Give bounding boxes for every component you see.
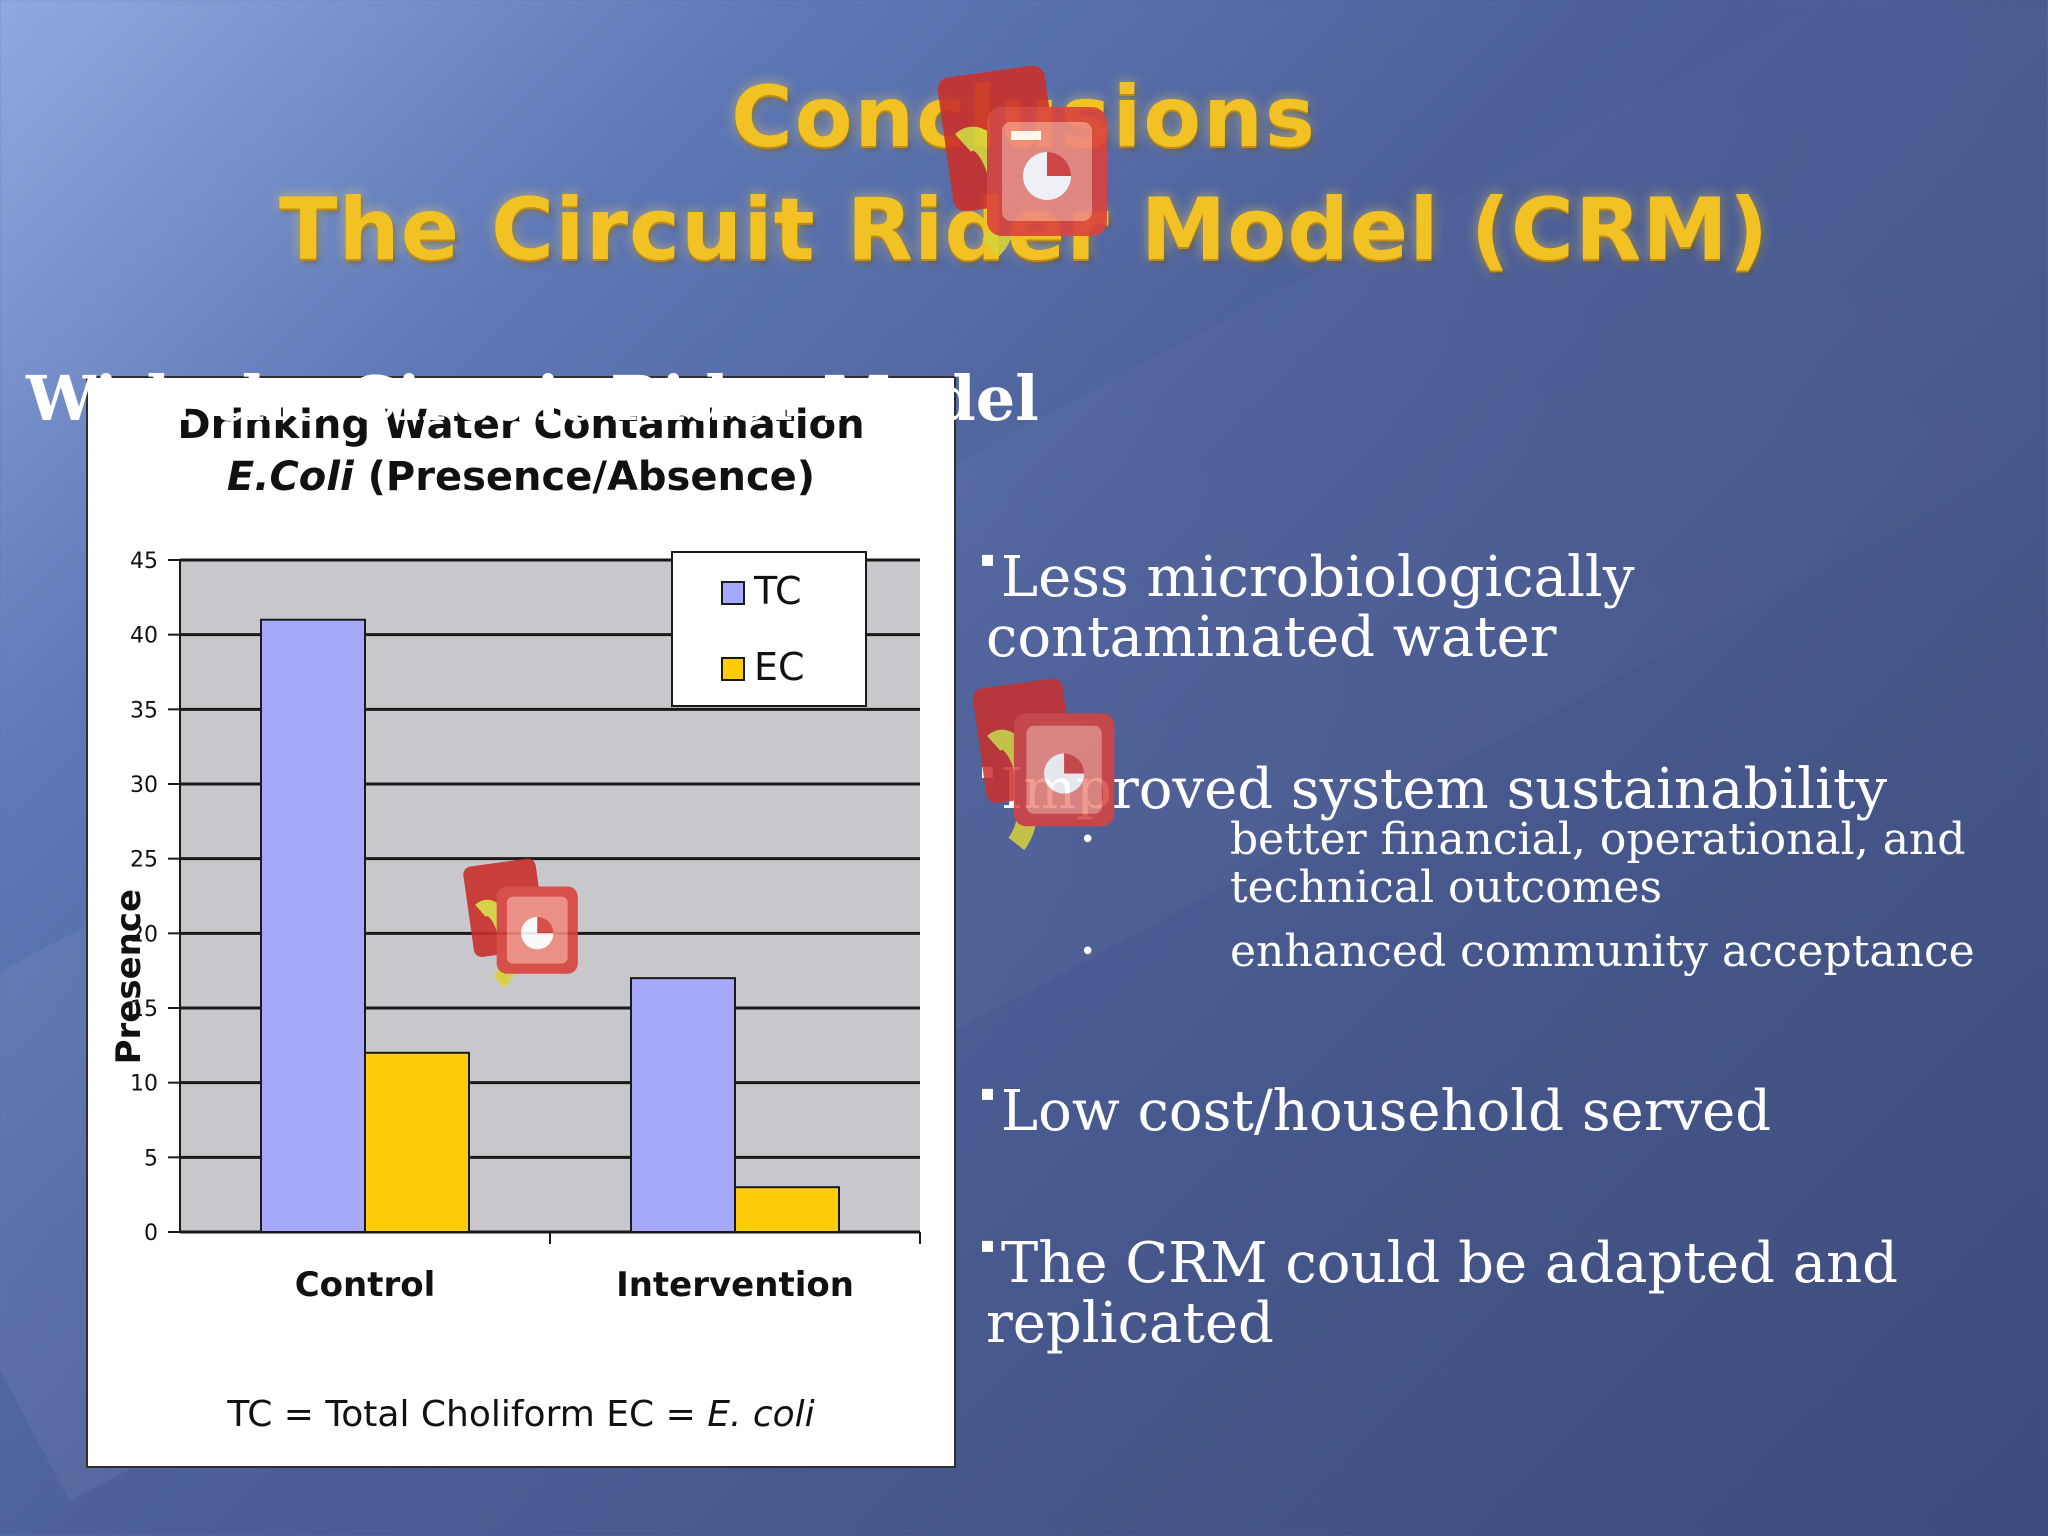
bullet-square-icon: ▪ [980,1233,995,1258]
bullet-text: replicated [986,1291,1274,1356]
bullet-item: ▪ Less microbiologically contaminated wat… [980,530,1634,668]
bullet-dot-icon: • [1080,825,1096,855]
bullet-text: Low cost/household served [1000,1079,1772,1144]
bullet-text: The CRM could be adapted and [1000,1231,1898,1296]
bullet-item: ▪ The CRM could be adapted and replicated [980,1216,1898,1354]
legend-swatch [721,657,745,681]
chart-subtitle-rest: (Presence/Absence) [353,454,816,500]
y-tick-label: 15 [130,997,158,1022]
bullet-dot-icon: • [1080,937,1096,967]
bar-tc-control [260,618,366,1233]
footnote-italic: E. coli [707,1394,815,1435]
presentation-clipart-icon [937,65,1107,258]
footnote-prefix: TC = Total Choliform EC = [227,1394,708,1435]
y-tick-label: 20 [130,922,158,947]
legend-label: TC [753,569,802,613]
chart-title: Drinking Water Contamination [177,402,865,448]
legend-label: EC [754,645,805,689]
chart-subtitle: E.Coli (Presence/Absence) [88,454,954,500]
bullet-square-icon: ▪ [980,547,995,572]
sub-bullet-text: enhanced community acceptance [1230,926,1975,977]
y-tick-label: 45 [130,549,158,574]
y-tick-label: 25 [130,848,158,873]
legend-box [671,551,867,707]
bullet-item: ▪ Low cost/household served [980,1064,1771,1142]
y-axis-label: Presence [109,889,149,1064]
bar-chart: 0 5 10 15 20 25 30 35 40 45 Control Intervention Pre… [109,549,921,1305]
bullets-heading: With the Circuit Rider Model [26,362,1039,435]
bullet-square-icon: ▪ [980,1081,995,1106]
sub-bullet-item: • enhanced community acceptance [1080,928,1990,982]
y-tick-label: 35 [130,698,158,723]
sub-bullet-text: better financial, operational, and techn… [1230,814,1966,913]
y-tick-label: 10 [130,1072,158,1097]
chart-subtitle-italic: E.Coli [226,454,354,500]
y-tick-label: 30 [130,773,158,798]
chart-footnote: TC = Total Choliform EC = E. coli [88,1394,954,1435]
bullet-item: ▪Improved system sustainability [980,742,1887,820]
presentation-clipart-icon [463,858,578,989]
bar-ec-control [364,1051,470,1233]
bullet-text: Less microbiologically [1000,545,1635,610]
y-tick-label: 5 [144,1146,158,1171]
bar-ec-intervention [734,1186,840,1234]
x-tick-label: Intervention [616,1265,854,1305]
bullet-text: Improved system sustainability [1000,757,1888,822]
presentation-clipart-icon [972,678,1115,851]
sub-bullet-item: • better financial, operational, and tech… [1080,816,1990,912]
x-tick-label: Control [295,1265,436,1305]
chart-card: Drinking Water Contamination E.Coli (Pre… [86,376,956,1468]
legend-swatch [721,581,745,605]
bar-tc-intervention [630,977,736,1234]
bullet-text: contaminated water [986,605,1557,670]
y-tick-label: 40 [130,624,158,649]
y-tick-label: 0 [144,1221,158,1246]
